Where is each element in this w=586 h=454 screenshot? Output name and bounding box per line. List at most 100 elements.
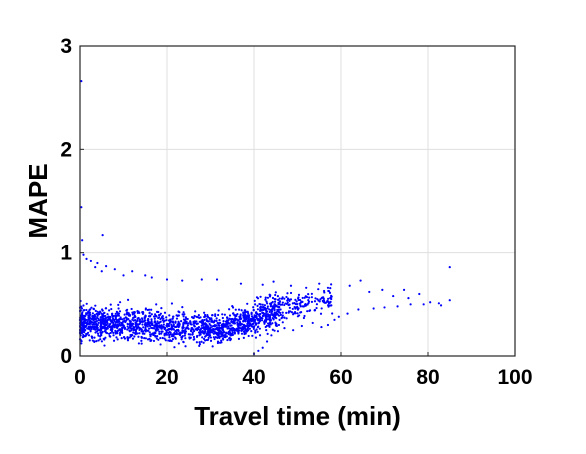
data-point-cluster	[118, 333, 122, 336]
data-point	[289, 284, 293, 287]
data-point-cluster	[236, 321, 239, 324]
data-point-cluster	[126, 337, 130, 340]
data-point-cluster	[155, 329, 158, 332]
data-point-cluster	[201, 336, 204, 339]
data-point-cluster	[162, 323, 165, 326]
data-point-cluster	[194, 320, 197, 323]
data-point-cluster	[182, 322, 185, 326]
data-point-cluster	[100, 340, 103, 343]
data-point-cluster	[182, 315, 185, 318]
data-point-cluster	[172, 315, 175, 318]
data-point-cluster	[168, 336, 171, 339]
data-point-cluster	[138, 328, 141, 332]
data-point-cluster	[217, 333, 220, 336]
data-point-cluster	[102, 315, 105, 318]
data-point-cluster	[185, 320, 188, 323]
data-point	[80, 206, 83, 209]
data-point-cluster	[169, 319, 172, 322]
data-point-cluster	[305, 304, 308, 307]
data-point-cluster	[140, 328, 143, 331]
data-point-cluster	[265, 329, 268, 332]
data-point-cluster	[254, 303, 257, 306]
data-point-cluster	[84, 325, 87, 328]
data-point-cluster	[88, 311, 92, 314]
data-point-cluster	[255, 328, 258, 331]
data-point-cluster	[238, 327, 242, 330]
data-point-cluster	[296, 308, 300, 311]
data-point-cluster	[203, 326, 206, 329]
data-point-cluster	[192, 338, 195, 341]
data-point-cluster	[176, 324, 179, 328]
data-point-cluster	[138, 332, 141, 335]
data-point-cluster	[323, 301, 326, 304]
data-point-cluster	[104, 318, 108, 322]
data-point-cluster	[139, 321, 142, 324]
data-point-cluster	[203, 318, 206, 322]
data-point-cluster	[232, 329, 235, 332]
data-point-cluster	[303, 314, 306, 318]
data-point-cluster	[258, 302, 261, 306]
data-point-cluster	[235, 318, 238, 321]
data-point-cluster	[225, 323, 228, 326]
data-point-cluster	[252, 306, 255, 309]
data-point-cluster	[184, 328, 187, 331]
data-point-cluster	[133, 331, 137, 335]
data-point-cluster	[220, 333, 223, 336]
data-point-cluster	[171, 338, 175, 341]
data-point-cluster	[214, 314, 217, 318]
data-point-cluster	[285, 317, 288, 320]
data-point-cluster	[228, 322, 231, 325]
data-point-cluster	[141, 311, 145, 314]
data-point-cluster	[203, 323, 206, 326]
data-point	[326, 286, 330, 289]
data-point-cluster	[314, 297, 317, 300]
gridlines	[80, 46, 515, 356]
data-point-cluster	[192, 335, 196, 339]
data-point-cluster	[92, 307, 95, 310]
data-point-cluster	[122, 335, 126, 339]
data-point-cluster	[132, 329, 135, 332]
data-point-cluster	[101, 319, 104, 322]
data-point-cluster	[114, 316, 117, 319]
data-point-cluster	[211, 345, 214, 348]
data-point-cluster	[87, 315, 90, 318]
data-point-cluster	[183, 334, 186, 337]
data-point-cluster	[150, 313, 153, 316]
data-point	[381, 288, 384, 291]
data-point-cluster	[254, 322, 258, 325]
data-point	[131, 270, 134, 273]
data-point-cluster	[248, 327, 251, 330]
data-point-cluster	[227, 319, 230, 322]
data-point-cluster	[94, 309, 97, 312]
data-point-cluster	[168, 314, 171, 317]
data-point	[82, 253, 85, 256]
y-tick-label: 3	[60, 35, 72, 58]
data-point-cluster	[91, 312, 94, 315]
data-point-cluster	[116, 326, 119, 329]
data-point-cluster	[137, 335, 140, 338]
data-point-cluster	[125, 318, 128, 321]
data-point-cluster	[270, 312, 273, 315]
data-point-cluster	[184, 337, 187, 340]
data-point-cluster	[294, 302, 297, 306]
data-point-cluster	[125, 312, 128, 315]
data-point-cluster	[187, 327, 190, 331]
data-point-cluster	[175, 317, 179, 320]
data-point-cluster	[192, 330, 196, 333]
data-point-cluster	[329, 297, 332, 300]
data-point-cluster	[271, 317, 274, 320]
data-point-cluster	[99, 316, 102, 319]
data-point-cluster	[207, 336, 210, 339]
data-point-cluster	[182, 329, 185, 332]
data-point-cluster	[154, 335, 157, 338]
data-point-cluster	[239, 313, 242, 316]
data-point-cluster	[280, 303, 284, 306]
data-point-cluster	[130, 322, 134, 325]
data-point-cluster	[216, 340, 220, 343]
data-point-cluster	[137, 342, 140, 345]
data-point-cluster	[215, 317, 218, 320]
data-point-cluster	[256, 304, 259, 307]
data-point-cluster	[250, 315, 254, 318]
data-point-cluster	[173, 346, 176, 349]
data-point-cluster	[308, 296, 311, 299]
